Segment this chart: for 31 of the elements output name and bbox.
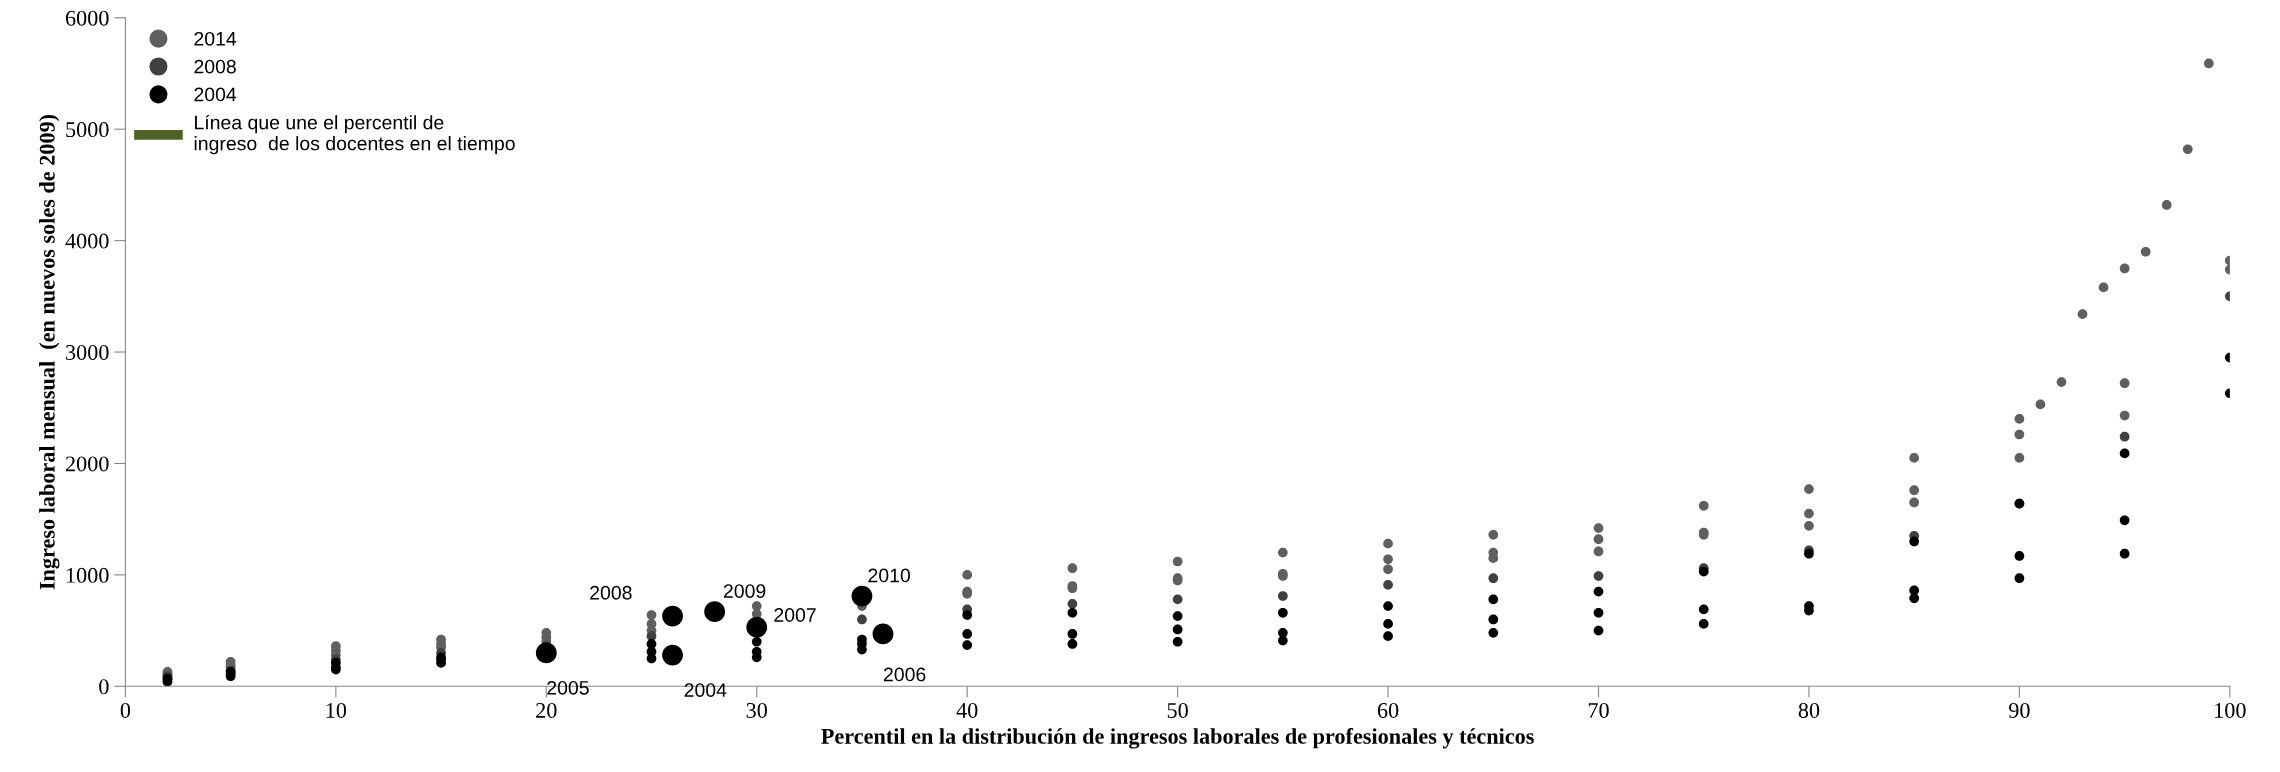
legend-label: 2004 [194, 87, 237, 102]
annotation: 2006 [883, 667, 926, 682]
x-tick-label: 20 [536, 702, 557, 718]
annotation: 2004 [684, 683, 727, 697]
annotation: 2009 [723, 584, 766, 598]
x-tick-label: 70 [1588, 702, 1609, 718]
annotation: 2008 [590, 585, 632, 600]
y-tick-label: 0 [99, 679, 109, 695]
legend-label: 2008 [194, 59, 236, 74]
x-axis-title: Percentil en la distribución de ingresos laborales de profesionales y técnicos [821, 727, 1534, 749]
x-tick-label: 90 [2009, 702, 2030, 718]
x-tick-label: 10 [326, 702, 347, 718]
y-tick-label: 3000 [66, 344, 109, 360]
y-tick-label: 6000 [65, 10, 109, 26]
annotation: 2007 [774, 608, 816, 622]
x-tick-label: 60 [1377, 702, 1399, 718]
y-tick-label: 2000 [65, 456, 109, 472]
x-tick-label: 30 [746, 702, 767, 718]
y-tick-label: 4000 [65, 233, 109, 249]
legend-label: Línea que une el percentil de ingreso de los docentes en el tiempo [194, 114, 515, 155]
annotation: 2005 [547, 680, 589, 695]
x-tick-label: 50 [1167, 702, 1188, 718]
x-tick-label: 100 [2215, 702, 2246, 718]
y-tick-label: 5000 [66, 122, 109, 138]
y-tick-label: 1000 [66, 567, 109, 583]
x-tick-label: 80 [1798, 702, 1820, 718]
x-tick-label: 40 [956, 702, 978, 718]
legend-label: 2014 [194, 31, 237, 46]
annotation: 2010 [868, 568, 911, 583]
y-axis-title: Ingreso laboral mensual (en nuevos soles de 2009) [39, 114, 60, 590]
x-tick-label: 0 [120, 702, 131, 718]
